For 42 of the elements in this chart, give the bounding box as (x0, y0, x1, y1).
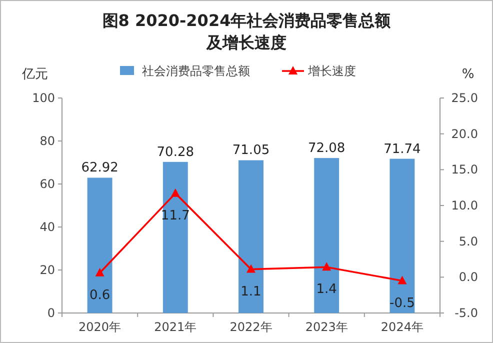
data-label: 1.4 (316, 282, 337, 298)
data-label: 70.28 (156, 144, 194, 160)
point (398, 276, 407, 284)
y-tick-label: 60 (40, 177, 55, 191)
bar (162, 162, 188, 313)
bar (87, 178, 112, 313)
y-tick-label: 100 (32, 91, 55, 105)
y-axis-title: 亿元 (21, 67, 48, 82)
y-tick-label: 40 (40, 220, 55, 234)
point (170, 188, 180, 197)
data-label: 72.08 (308, 141, 346, 156)
x-tick-label: 2023年 (305, 320, 348, 334)
y2-tick-label: 5.0 (458, 234, 478, 248)
y-tick-label: 80 (40, 134, 55, 148)
point (95, 268, 104, 276)
bar (238, 160, 264, 313)
y-tick-label: 20 (40, 263, 55, 277)
x-tick-label: 2020年 (78, 320, 122, 334)
y2-tick-label: 25.0 (451, 91, 478, 105)
data-label: 1.1 (240, 284, 262, 300)
data-label: 71.05 (232, 143, 270, 158)
bar (314, 158, 340, 313)
data-label: 62.92 (81, 160, 118, 176)
y-tick-label: 0 (47, 306, 55, 320)
data-label: 71.74 (384, 142, 421, 157)
data-label: -0.5 (390, 296, 415, 311)
x-tick-label: 2021年 (154, 320, 197, 334)
x-tick-label: 2022年 (230, 320, 272, 334)
y2-tick-label: 15.0 (451, 162, 478, 177)
point (322, 262, 332, 271)
bar (390, 158, 415, 313)
point (246, 264, 256, 273)
x-tick-label: 2024年 (380, 320, 424, 334)
y2-tick-label: -5.0 (454, 306, 478, 320)
chart-title: 图8 2020-2024年社会消费品零售总额及增长速度 (102, 11, 392, 52)
data-label: 0.6 (89, 288, 110, 303)
y2-tick-label: 20.0 (451, 126, 478, 141)
y2-tick-label: 0.0 (458, 270, 478, 284)
legend-label: 增长速度 (307, 64, 356, 78)
y2-tick-label: 10.0 (451, 198, 478, 212)
y2-axis-title: % (462, 67, 474, 82)
legend-label: 社会消费品零售总额 (142, 64, 250, 78)
